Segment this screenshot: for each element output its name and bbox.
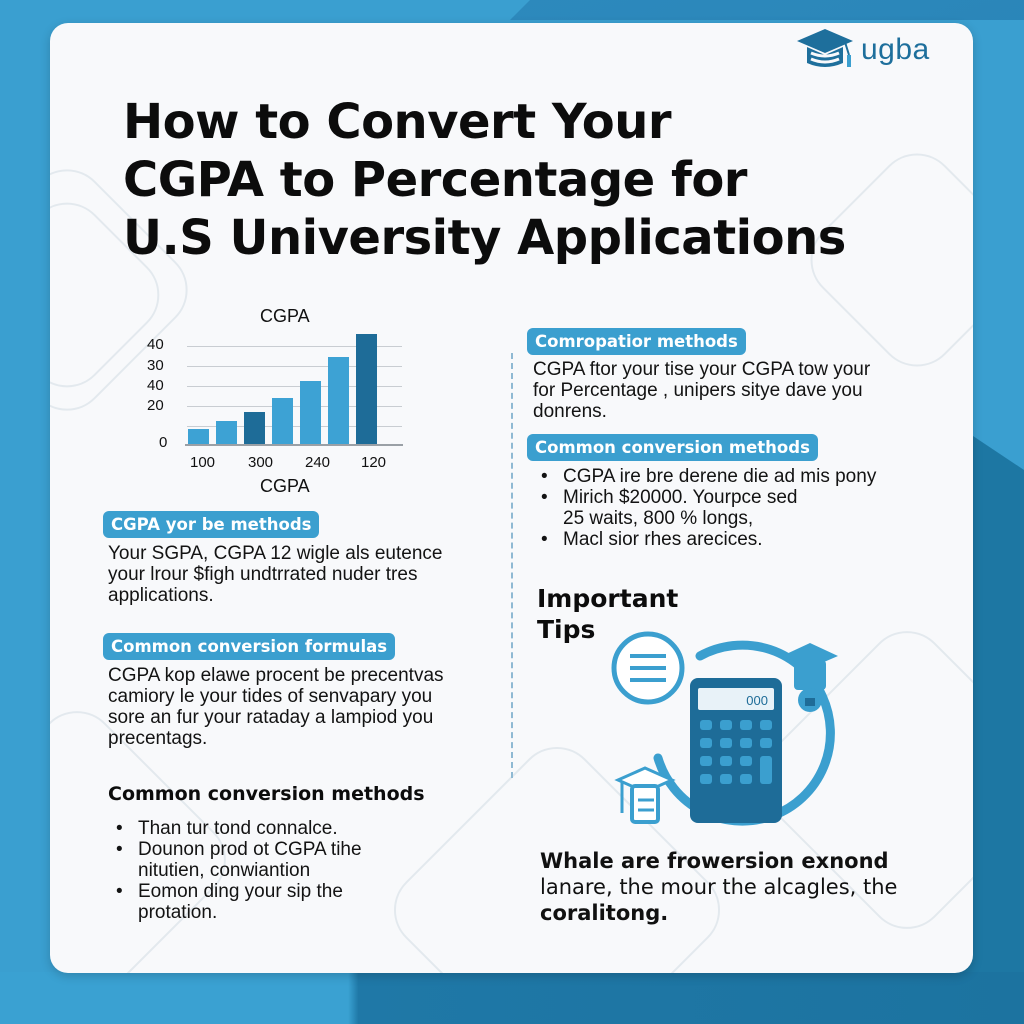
section-label: Common conversion formulas	[103, 633, 396, 660]
y-tick-label: 20	[147, 397, 164, 414]
lock-icon	[798, 688, 822, 712]
section-label: Comropatior methods	[527, 328, 746, 355]
cgpa-bar-chart: CGPA 40 30 40 20 0 100 300 240 120 CGPA	[130, 306, 410, 506]
chart-title: CGPA	[260, 306, 310, 326]
x-tick-label: 100	[190, 454, 216, 471]
section-label: CGPA yor be methods	[103, 511, 320, 538]
chart-bar	[356, 334, 377, 444]
text-line: camiory le your tides of senvapary you	[108, 686, 433, 707]
text-line: Your SGPA, CGPA 12 wigle als eutence	[108, 543, 443, 564]
chart-bar	[328, 357, 349, 444]
closing-text: Whale are frowersion exnond lanare, the …	[540, 848, 940, 926]
text-line: Whale are frowersion exnond	[540, 849, 889, 873]
graduation-cap-icon	[782, 643, 838, 690]
title-line: How to Convert Your	[123, 94, 672, 150]
x-tick-label: 300	[248, 454, 274, 471]
text-line: lanare, the mour the alcagles, the	[540, 875, 898, 899]
column-divider	[511, 353, 513, 778]
chart-x-label: CGPA	[260, 476, 310, 496]
background-bottom-band	[0, 972, 1024, 1024]
y-tick-label: 40	[147, 377, 164, 394]
gridline	[187, 406, 402, 407]
x-axis	[185, 444, 403, 446]
infographic-card: ugba How to Convert Your CGPA to Percent…	[50, 23, 973, 973]
text-line: sore an fur your rataday a lampiod you	[108, 707, 434, 728]
section-label: Common conversion methods	[527, 434, 818, 461]
tips-heading: Important Tips	[537, 584, 679, 644]
brand-logo[interactable]: ugba	[795, 25, 930, 75]
chart-bar	[188, 429, 209, 444]
chart-bar	[300, 381, 321, 444]
y-tick-label: 0	[159, 434, 168, 451]
background-right-shade	[964, 430, 1024, 1024]
gridline	[187, 426, 402, 427]
text-line: precentags.	[108, 728, 208, 749]
svg-text:000: 000	[746, 693, 768, 708]
list-item: Than tur tond connalce.	[108, 818, 488, 839]
list-item: CGPA ire bre derene die ad mis pony	[533, 466, 933, 487]
chart-bar	[216, 421, 237, 444]
y-tick-label: 30	[147, 357, 164, 374]
gridline	[187, 366, 402, 367]
text-line: donrens.	[533, 401, 607, 422]
title-line: U.S University Applications	[123, 210, 846, 266]
chart-bar	[272, 398, 293, 444]
bullet-list: Than tur tond connalce. Dounon prod ot C…	[108, 818, 488, 923]
text-line: applications.	[108, 585, 214, 606]
tips-illustration: 000	[610, 628, 850, 828]
graduation-cap-icon	[797, 29, 853, 67]
book-icon	[614, 766, 676, 824]
text-line: coralitong.	[540, 901, 669, 925]
calculator-icon: 000	[690, 678, 782, 823]
text-line: CGPA ftor your tise your CGPA tow your	[533, 359, 871, 380]
section-text: Your SGPA, CGPA 12 wigle als eutence you…	[108, 543, 498, 606]
text-line: for Percentage , unipers sitye dave you	[533, 380, 863, 401]
section-heading: Common conversion methods	[108, 783, 425, 805]
chart-bar	[244, 412, 265, 444]
gridline	[187, 386, 402, 387]
brand-name: ugba	[861, 33, 930, 66]
section-text: CGPA ftor your tise your CGPA tow your f…	[533, 359, 933, 422]
y-tick-label: 40	[147, 336, 164, 353]
bullet-list: CGPA ire bre derene die ad mis pony Miri…	[533, 466, 933, 550]
page-title: How to Convert Your CGPA to Percentage f…	[123, 93, 863, 267]
x-tick-label: 240	[305, 454, 331, 471]
gridline	[187, 346, 402, 347]
text-line: CGPA kop elawe procent be precentvas	[108, 665, 444, 686]
title-line: CGPA to Percentage for	[123, 152, 747, 208]
text-line: your lrour $figh undtrrated nuder tres	[108, 564, 418, 585]
document-lines-icon	[611, 631, 685, 705]
x-tick-label: 120	[361, 454, 387, 471]
section-text: CGPA kop elawe procent be precentvas cam…	[108, 665, 508, 749]
list-item: Macl sior rhes arecices.	[533, 529, 933, 550]
